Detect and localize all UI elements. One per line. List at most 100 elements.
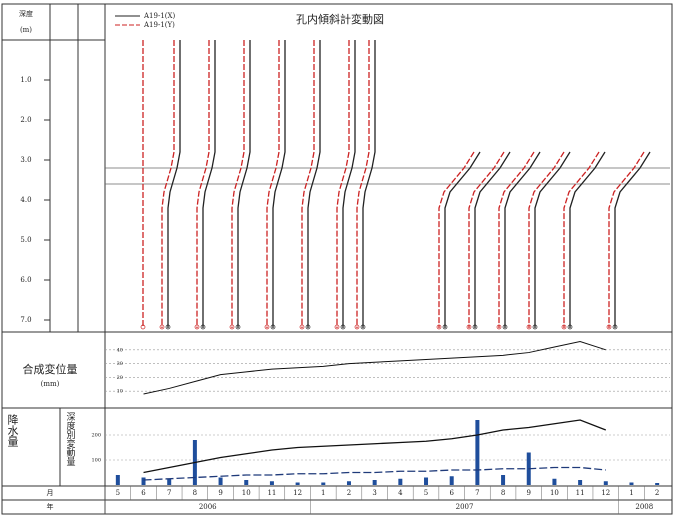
- month-label: 10: [550, 489, 559, 497]
- month-label: 1: [321, 489, 325, 497]
- profile-line: [237, 40, 251, 328]
- profile-line: [569, 151, 606, 328]
- rain-bar: [398, 478, 403, 485]
- month-label: 11: [576, 489, 585, 497]
- rain-bar: [655, 483, 660, 485]
- month-label: 11: [267, 489, 276, 497]
- profile-end: [472, 324, 478, 330]
- depth-change-line: [143, 419, 607, 474]
- profile-line: [504, 151, 541, 328]
- profile-line: [608, 151, 645, 328]
- rain-bar: [424, 477, 429, 485]
- profile-line: [534, 151, 571, 328]
- depth-change-label: 深度別変動量: [65, 412, 76, 466]
- outer-frame: [1, 3, 673, 515]
- profile-line: [356, 40, 370, 328]
- month-label: 9: [527, 489, 531, 497]
- legend-label: A19-1(Y): [143, 21, 175, 29]
- profile-end: [140, 324, 146, 330]
- profile-end: [229, 324, 235, 330]
- year-label: 2006: [199, 503, 217, 511]
- rain-bar: [603, 481, 608, 485]
- profile-end: [264, 324, 270, 330]
- month-label: 5: [424, 489, 428, 497]
- profile-line: [474, 151, 511, 328]
- profile-end: [612, 324, 618, 330]
- rain-bar: [449, 476, 454, 485]
- rain-bar: [244, 480, 249, 485]
- year-row-label: 年: [47, 502, 54, 511]
- month-label: 8: [193, 489, 197, 497]
- depth-header: 深度: [19, 9, 33, 18]
- profile-end: [354, 324, 360, 330]
- profile-line: [231, 40, 245, 328]
- profile-line: [614, 151, 651, 328]
- rain-bar: [141, 477, 146, 485]
- rain-bar: [372, 480, 377, 485]
- profile-end: [165, 324, 171, 330]
- month-label: 7: [475, 489, 479, 497]
- profile-end: [526, 324, 532, 330]
- profile-line: [362, 40, 376, 328]
- profile-line: [528, 151, 565, 328]
- profile-end: [442, 324, 448, 330]
- profile-line: [266, 40, 280, 328]
- depth-tick-label: 6.0: [20, 276, 31, 284]
- month-label: 6: [449, 489, 454, 497]
- profile-end: [606, 324, 612, 330]
- composite-label: 合成変位量: [23, 362, 78, 376]
- profile-line: [468, 151, 505, 328]
- month-label: 12: [601, 489, 610, 497]
- profile-line: [196, 40, 210, 328]
- rain-bar: [295, 482, 300, 485]
- y-tick-label: 100: [91, 458, 101, 464]
- depth-tick-label: 1.0: [20, 76, 31, 84]
- depth-tick-label: 5.0: [20, 236, 31, 244]
- profile-end: [194, 324, 200, 330]
- month-label: 6: [141, 489, 146, 497]
- profile-line: [307, 40, 321, 328]
- profile-end: [334, 324, 340, 330]
- profile-line: [167, 40, 181, 328]
- profile-line: [336, 40, 350, 328]
- month-label: 3: [372, 489, 376, 497]
- month-label: 2: [655, 489, 659, 497]
- month-label: 2: [347, 489, 351, 497]
- profile-line: [498, 151, 535, 328]
- profile-end: [502, 324, 508, 330]
- profile-line: [272, 40, 286, 328]
- rain-bar: [552, 478, 557, 485]
- rain-bar: [269, 481, 274, 485]
- profile-end: [340, 324, 346, 330]
- month-label: 5: [116, 489, 120, 497]
- profile-end: [466, 324, 472, 330]
- depth-tick-label: 7.0: [20, 316, 31, 324]
- rain-bar: [475, 420, 480, 485]
- depth-tick-label: 2.0: [20, 116, 31, 124]
- month-row-label: 月: [47, 489, 54, 497]
- legend-label: A19-1(X): [143, 12, 175, 20]
- y-tick-label: 10: [117, 389, 123, 395]
- y-tick-label: 30: [117, 361, 123, 367]
- rain-bar: [346, 481, 351, 485]
- y-tick-label: 40: [117, 347, 123, 353]
- year-label: 2007: [456, 503, 474, 511]
- profile-line: [301, 40, 315, 328]
- depth-change-line: [143, 466, 606, 481]
- rain-bar: [578, 480, 583, 485]
- month-label: 1: [629, 489, 633, 497]
- month-label: 4: [398, 489, 403, 497]
- depth-tick-label: 4.0: [20, 196, 31, 204]
- profile-end: [436, 324, 442, 330]
- profile-end: [305, 324, 311, 330]
- profile-end: [561, 324, 567, 330]
- rain-label: 降水量: [6, 413, 19, 447]
- profile-end: [496, 324, 502, 330]
- composite-line: [143, 341, 606, 395]
- rain-bar: [115, 475, 120, 485]
- profile-line: [161, 40, 175, 328]
- profile-line: [438, 151, 475, 328]
- rain-bar: [501, 475, 506, 485]
- month-label: 10: [242, 489, 251, 497]
